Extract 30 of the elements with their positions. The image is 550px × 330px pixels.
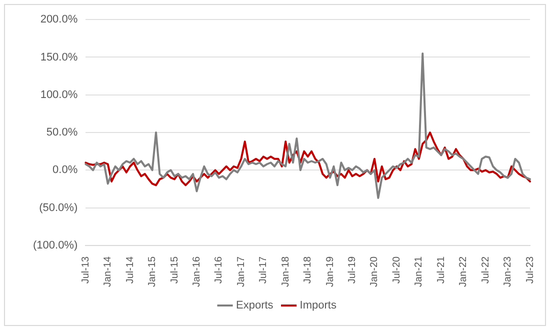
y-tick-label: 150.0% [40,51,78,64]
y-tick-label: 200.0% [40,14,78,26]
x-tick-label: Jan-19 [324,256,336,287]
legend-label: Imports [300,300,337,312]
x-tick-label: Jul-23 [524,256,536,284]
x-tick-label: Jul-21 [436,256,447,284]
x-tick-label: Jul-16 [214,256,225,284]
x-tick-label: Jul-22 [480,256,492,284]
y-tick-label: 100.0% [40,88,78,101]
x-tick-label: Jan-21 [414,256,425,287]
x-tick-label: Jan-22 [458,256,470,287]
y-tick-label: (50.0%) [39,202,78,214]
x-tick-label: Jul-13 [80,256,92,284]
y-tick-label: 0.0% [52,164,78,176]
x-tick-label: Jul-15 [169,256,180,284]
x-tick-label: Jul-19 [347,256,358,284]
x-tick-label: Jan-23 [502,256,514,287]
y-tick-label: 50.0% [46,126,78,139]
x-tick-label: Jan-14 [102,256,114,287]
x-tick-label: Jan-15 [147,256,158,287]
x-tick-label: Jul-14 [124,256,136,284]
x-tick-label: Jan-20 [369,256,380,287]
y-tick-label: (100.0%) [32,239,78,252]
x-tick-label: Jan-17 [236,256,247,287]
x-tick-label: Jul-20 [391,256,402,284]
x-tick-label: Jul-18 [302,256,314,284]
x-tick-label: Jan-18 [280,256,292,287]
x-tick-label: Jan-16 [191,256,202,287]
x-tick-label: Jul-17 [258,256,270,284]
legend-label: Exports [236,300,274,312]
